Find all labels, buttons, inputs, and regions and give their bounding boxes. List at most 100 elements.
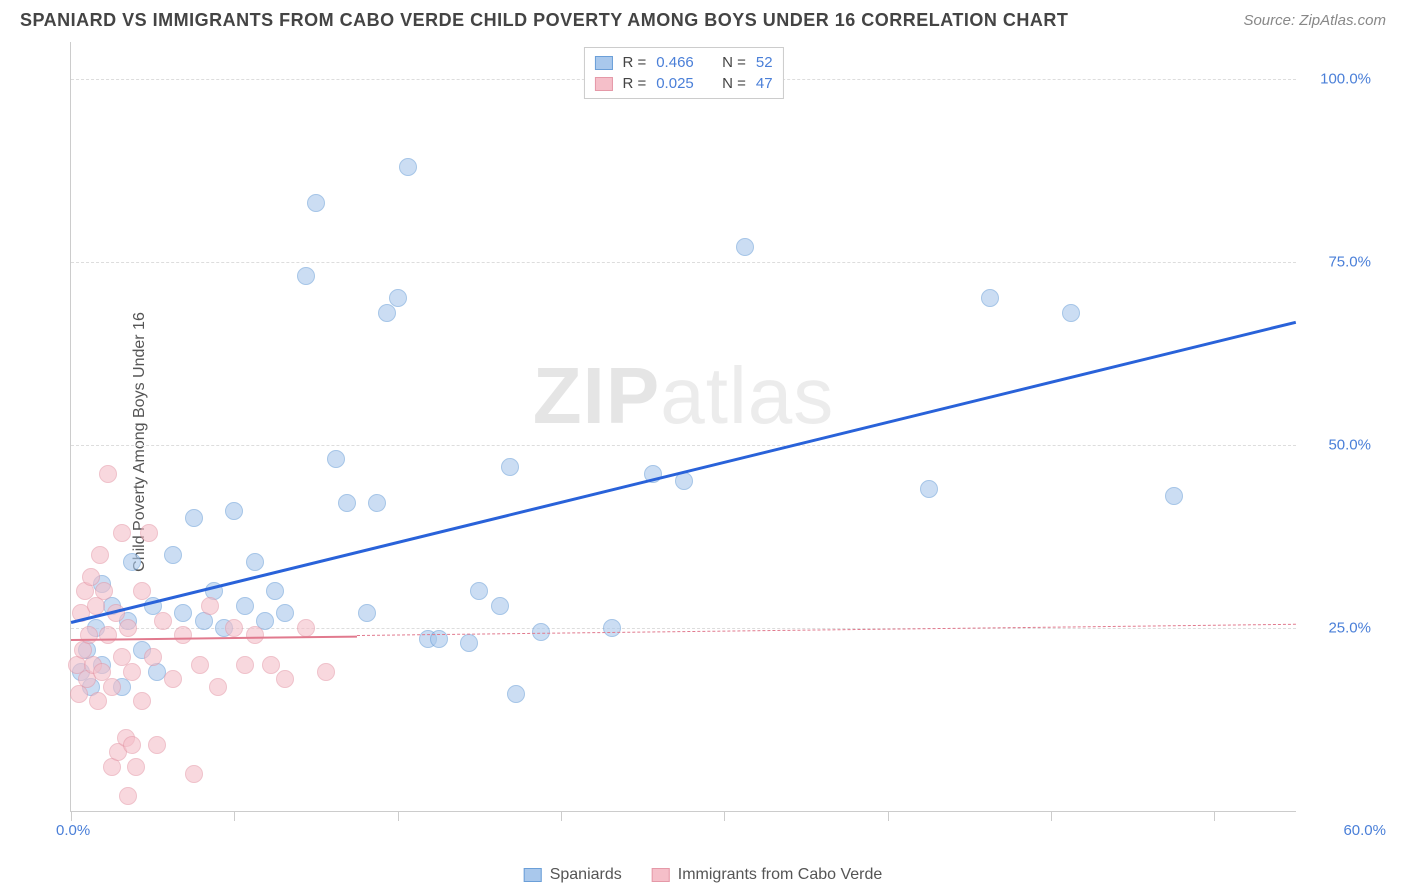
watermark-bold: ZIP bbox=[533, 351, 660, 440]
n-label: N = bbox=[722, 54, 746, 71]
data-point bbox=[133, 582, 151, 600]
data-point bbox=[1165, 487, 1183, 505]
data-point bbox=[358, 604, 376, 622]
data-point bbox=[389, 289, 407, 307]
legend-swatch bbox=[594, 77, 612, 91]
data-point bbox=[123, 553, 141, 571]
data-point bbox=[103, 678, 121, 696]
data-point bbox=[1062, 304, 1080, 322]
data-point bbox=[317, 663, 335, 681]
x-tick bbox=[1051, 811, 1052, 821]
legend-series-label: Spaniards bbox=[550, 866, 622, 884]
data-point bbox=[491, 597, 509, 615]
legend-swatch bbox=[652, 868, 670, 882]
data-point bbox=[185, 509, 203, 527]
data-point bbox=[127, 758, 145, 776]
y-tick-label: 50.0% bbox=[1311, 436, 1371, 453]
data-point bbox=[225, 619, 243, 637]
data-point bbox=[95, 582, 113, 600]
series-legend: Spaniards Immigrants from Cabo Verde bbox=[524, 866, 883, 884]
x-tick bbox=[234, 811, 235, 821]
x-tick bbox=[1214, 811, 1215, 821]
data-point bbox=[297, 267, 315, 285]
data-point bbox=[123, 736, 141, 754]
r-label: R = bbox=[622, 54, 646, 71]
data-point bbox=[91, 546, 109, 564]
data-point bbox=[144, 648, 162, 666]
data-point bbox=[89, 692, 107, 710]
x-tick bbox=[724, 811, 725, 821]
data-point bbox=[920, 480, 938, 498]
data-point bbox=[119, 787, 137, 805]
y-tick-label: 25.0% bbox=[1311, 619, 1371, 636]
legend-swatch bbox=[524, 868, 542, 882]
data-point bbox=[501, 458, 519, 476]
y-tick-label: 100.0% bbox=[1311, 70, 1371, 87]
legend-correlation-row: R = 0.025 N = 47 bbox=[594, 73, 772, 94]
data-point bbox=[164, 546, 182, 564]
n-value: 52 bbox=[756, 54, 773, 71]
legend-series-item: Immigrants from Cabo Verde bbox=[652, 866, 883, 884]
data-point bbox=[191, 656, 209, 674]
data-point bbox=[327, 450, 345, 468]
data-point bbox=[981, 289, 999, 307]
data-point bbox=[140, 524, 158, 542]
data-point bbox=[133, 692, 151, 710]
n-value: 47 bbox=[756, 75, 773, 92]
data-point bbox=[675, 472, 693, 490]
data-point bbox=[174, 604, 192, 622]
data-point bbox=[246, 553, 264, 571]
data-point bbox=[603, 619, 621, 637]
data-point bbox=[338, 494, 356, 512]
data-point bbox=[266, 582, 284, 600]
y-tick-label: 75.0% bbox=[1311, 253, 1371, 270]
data-point bbox=[80, 626, 98, 644]
legend-series-item: Spaniards bbox=[524, 866, 622, 884]
x-axis-min-label: 0.0% bbox=[56, 822, 90, 839]
data-point bbox=[399, 158, 417, 176]
data-point bbox=[507, 685, 525, 703]
data-point bbox=[246, 626, 264, 644]
n-label: N = bbox=[722, 75, 746, 92]
data-point bbox=[185, 765, 203, 783]
watermark: ZIPatlas bbox=[533, 350, 834, 442]
x-tick bbox=[888, 811, 889, 821]
data-point bbox=[123, 663, 141, 681]
r-value: 0.025 bbox=[656, 75, 694, 92]
data-point bbox=[430, 630, 448, 648]
data-point bbox=[154, 612, 172, 630]
data-point bbox=[236, 656, 254, 674]
x-tick bbox=[561, 811, 562, 821]
data-point bbox=[470, 582, 488, 600]
data-point bbox=[368, 494, 386, 512]
data-point bbox=[99, 626, 117, 644]
x-tick bbox=[398, 811, 399, 821]
source-attribution: Source: ZipAtlas.com bbox=[1243, 12, 1386, 29]
data-point bbox=[99, 465, 117, 483]
legend-series-label: Immigrants from Cabo Verde bbox=[678, 866, 883, 884]
data-point bbox=[297, 619, 315, 637]
data-point bbox=[460, 634, 478, 652]
data-point bbox=[113, 524, 131, 542]
data-point bbox=[276, 604, 294, 622]
chart-container: Child Poverty Among Boys Under 16 ZIPatl… bbox=[50, 42, 1376, 842]
r-label: R = bbox=[622, 75, 646, 92]
data-point bbox=[164, 670, 182, 688]
trend-line-extrapolated bbox=[357, 624, 1296, 636]
x-tick bbox=[71, 811, 72, 821]
data-point bbox=[209, 678, 227, 696]
data-point bbox=[174, 626, 192, 644]
r-value: 0.466 bbox=[656, 54, 694, 71]
gridline bbox=[71, 262, 1296, 263]
data-point bbox=[276, 670, 294, 688]
data-point bbox=[148, 736, 166, 754]
data-point bbox=[262, 656, 280, 674]
x-axis-max-label: 60.0% bbox=[1343, 822, 1386, 839]
gridline bbox=[71, 445, 1296, 446]
legend-correlation-row: R = 0.466 N = 52 bbox=[594, 52, 772, 73]
data-point bbox=[225, 502, 243, 520]
data-point bbox=[307, 194, 325, 212]
correlation-legend: R = 0.466 N = 52 R = 0.025 N = 47 bbox=[583, 47, 783, 99]
watermark-thin: atlas bbox=[660, 351, 834, 440]
plot-area: ZIPatlas R = 0.466 N = 52 R = 0.025 N = 47 0.… bbox=[70, 42, 1296, 812]
